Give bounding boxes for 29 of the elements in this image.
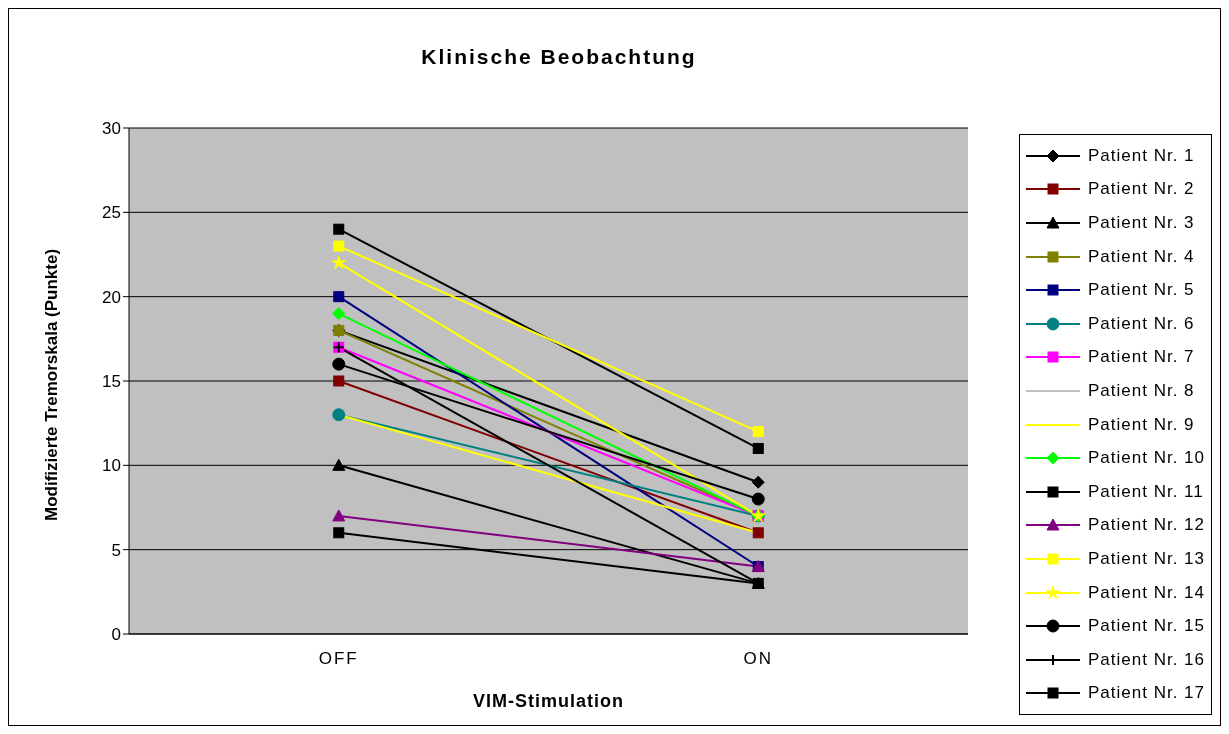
legend-label: Patient Nr. 12	[1087, 515, 1205, 536]
y-tick-label: 25	[102, 203, 121, 223]
y-tick-label: 15	[102, 372, 121, 392]
legend-label: Patient Nr. 9	[1087, 414, 1195, 435]
y-tick-label: 0	[111, 625, 121, 645]
legend-label: Patient Nr. 16	[1087, 649, 1205, 670]
legend-label: Patient Nr. 17	[1087, 683, 1205, 704]
chart-title: Klinische Beobachtung	[420, 45, 698, 69]
legend-label: Patient Nr. 6	[1087, 313, 1195, 334]
legend-label: Patient Nr. 2	[1087, 179, 1195, 200]
y-axis-title: Modifizierte Tremorskala (Punkte)	[42, 248, 62, 521]
legend-label: Patient Nr. 11	[1087, 481, 1204, 502]
y-tick-label: 30	[102, 119, 121, 139]
x-tick-label: ON	[743, 649, 773, 669]
legend-label: Patient Nr. 4	[1087, 246, 1195, 267]
legend-label: Patient Nr. 5	[1087, 280, 1195, 301]
y-tick-label: 5	[111, 540, 121, 560]
legend-label: Patient Nr. 1	[1087, 145, 1195, 166]
legend-label: Patient Nr. 7	[1087, 347, 1195, 368]
legend-label: Patient Nr. 15	[1087, 616, 1205, 637]
legend-label: Patient Nr. 10	[1087, 448, 1205, 469]
legend-label: Patient Nr. 3	[1087, 212, 1195, 233]
x-tick-label: OFF	[318, 649, 359, 669]
legend-label: Patient Nr. 8	[1087, 380, 1195, 401]
legend-label: Patient Nr. 14	[1087, 582, 1205, 603]
y-tick-label: 20	[102, 287, 121, 307]
legend-label: Patient Nr. 13	[1087, 548, 1205, 569]
y-tick-label: 10	[102, 456, 121, 476]
x-axis-title: VIM-Stimulation	[473, 691, 624, 711]
